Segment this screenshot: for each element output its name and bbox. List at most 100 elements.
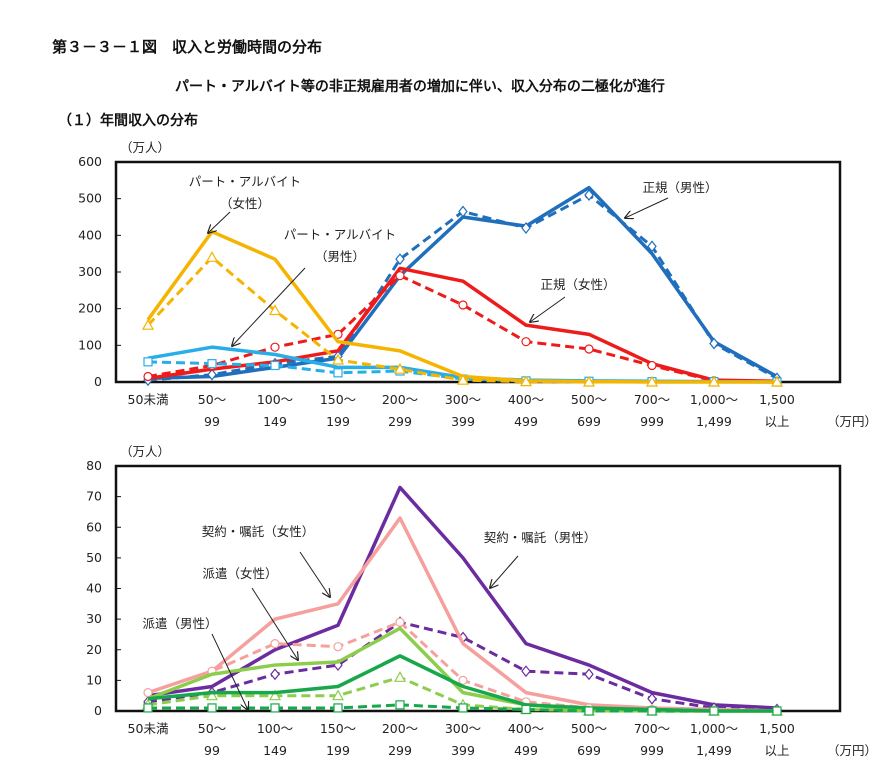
annotation-arrow: [530, 296, 566, 322]
y-unit-label: （万人）: [120, 140, 170, 155]
x-tick-label: 以上: [764, 414, 789, 429]
data-point: [207, 359, 217, 369]
chart-2: （万人） 0 10 20 30 40 50 60 70 80 50未満 50～ 99 100～ 149 150…: [86, 444, 870, 758]
x-tick-label: 400～: [508, 392, 544, 407]
data-point: [270, 360, 280, 371]
x-tick-label: 1,000～: [690, 392, 738, 407]
x-tick-label: 99: [204, 414, 220, 429]
data-point: [647, 692, 657, 705]
x-tick-label: 1,500: [759, 392, 795, 407]
annotation-label: （男性）: [315, 249, 365, 264]
x-tick-label: 50～: [198, 721, 226, 736]
x-tick-label: 300～: [445, 721, 481, 736]
series-4: [143, 271, 782, 386]
x-tick-label: 150～: [320, 392, 356, 407]
y-tick-label: 60: [86, 519, 102, 534]
x-tick-label: 499: [514, 743, 538, 758]
y-tick-label: 20: [86, 642, 102, 657]
data-point: [333, 642, 343, 652]
annotation-arrow: [232, 267, 306, 346]
x-tick-label: 50～: [198, 392, 226, 407]
data-point: [143, 371, 153, 382]
data-point: [268, 689, 282, 701]
data-point: [772, 706, 782, 716]
data-point: [647, 240, 657, 253]
annotation-arrow: [299, 551, 330, 597]
data-point: [331, 353, 345, 365]
annotation-arrow: [208, 211, 231, 233]
data-point: [584, 706, 594, 716]
data-point: [395, 617, 405, 627]
annotation-label: 契約・嘱託（男性）: [484, 530, 597, 545]
section-title: （１）年間収入の分布: [58, 113, 198, 129]
x-tick-label: 499: [514, 414, 538, 429]
data-point: [519, 375, 533, 387]
y-tick-label: 600: [78, 154, 102, 169]
annotation-arrow: [211, 633, 248, 710]
x-tick-label: 399: [451, 743, 475, 758]
x-tick-label: 99: [204, 743, 220, 758]
data-point: [331, 689, 345, 701]
annotation-arrow: [625, 197, 669, 218]
x-tick-label: 399: [451, 414, 475, 429]
y-tick-label: 100: [78, 337, 102, 352]
data-point: [647, 706, 657, 716]
x-tick-label: 300～: [445, 392, 481, 407]
data-point: [458, 300, 468, 310]
x-tick-label: 199: [326, 414, 350, 429]
x-unit-label: （万円）: [827, 743, 870, 758]
x-tick-label: 200～: [382, 721, 418, 736]
annotation-arrow: [251, 587, 298, 660]
x-tick-label: 299: [388, 743, 412, 758]
y-tick-label: 0: [94, 374, 102, 389]
data-point: [395, 700, 405, 710]
data-point: [458, 205, 468, 218]
annotation-label: 派遣（女性）: [202, 566, 277, 581]
x-tick-label: 999: [640, 414, 664, 429]
series-8: [143, 700, 782, 716]
data-point: [393, 362, 407, 374]
data-point: [270, 703, 280, 713]
y-unit-label: （万人）: [120, 444, 170, 459]
data-point: [584, 668, 594, 681]
x-tick-label: 150～: [320, 721, 356, 736]
figure-subtitle: パート・アルバイト等の非正規雇用者の増加に伴い、収入分布の二極化が進行: [175, 79, 665, 95]
data-point: [207, 368, 217, 381]
data-point: [205, 251, 219, 262]
data-point: [205, 689, 219, 701]
y-tick-label: 80: [86, 458, 102, 473]
data-point: [270, 342, 280, 352]
annotation-label: 正規（男性）: [642, 180, 717, 195]
data-point: [521, 337, 531, 347]
x-tick-label: 以上: [764, 743, 789, 758]
x-tick-label: 50未満: [128, 392, 169, 407]
data-point: [333, 703, 343, 713]
series-3: [147, 266, 778, 384]
y-tick-label: 10: [86, 672, 102, 687]
x-tick-label: 50未満: [128, 721, 169, 736]
y-tick-label: 400: [78, 227, 102, 242]
annotation-label: （女性）: [220, 196, 270, 211]
annotation-label: パート・アルバイト: [284, 227, 396, 242]
x-tick-label: 1,000～: [690, 721, 738, 736]
y-tick-label: 0: [94, 703, 102, 718]
data-point: [458, 675, 468, 685]
annotation-arrow: [490, 555, 519, 588]
data-point: [143, 357, 153, 367]
y-tick-label: 300: [78, 264, 102, 279]
data-point: [521, 704, 531, 715]
x-tick-label: 999: [640, 743, 664, 758]
y-tick-label: 40: [86, 581, 102, 596]
x-tick-label: 199: [326, 743, 350, 758]
x-tick-label: 149: [263, 743, 287, 758]
data-point: [770, 375, 784, 387]
x-tick-label: 149: [263, 414, 287, 429]
series-line: [147, 485, 778, 710]
x-tick-label: 299: [388, 414, 412, 429]
x-tick-label: 500～: [571, 392, 607, 407]
data-point: [393, 671, 407, 682]
data-point: [645, 375, 659, 387]
y-tick-label: 200: [78, 301, 102, 316]
